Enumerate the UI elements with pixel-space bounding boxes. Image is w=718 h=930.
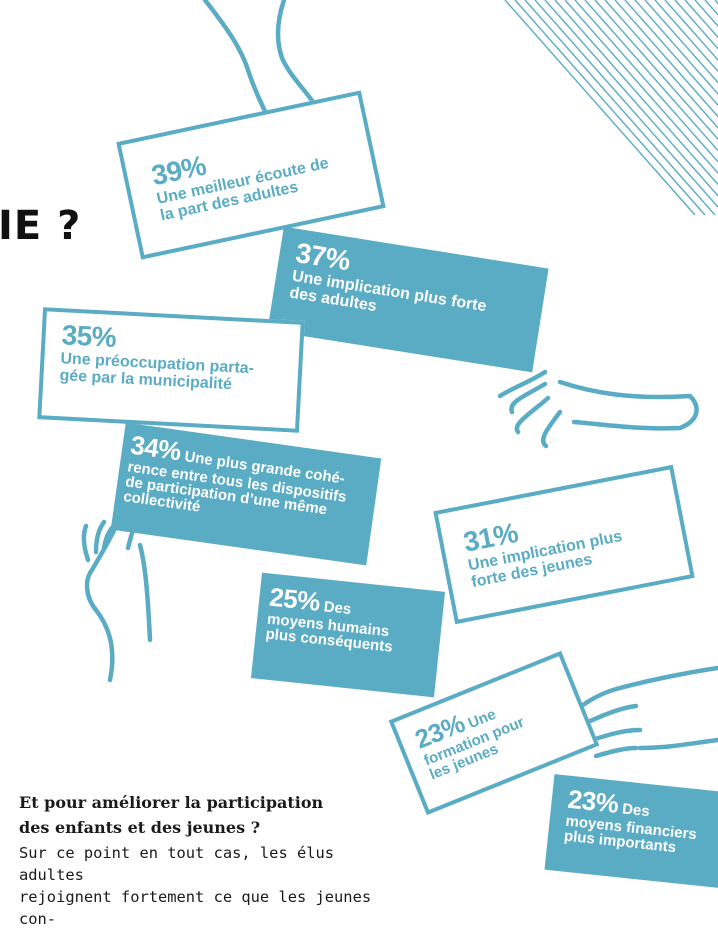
stripe-line <box>514 0 706 216</box>
paragraph-line: rejoignent fortement ce que les jeunes c… <box>19 888 372 928</box>
section-heading: Et pour améliorer la participation des e… <box>19 790 389 840</box>
stat-label-line: Des <box>322 598 353 619</box>
body-text-block: Et pour améliorer la participation des e… <box>19 790 389 930</box>
stripe-line <box>614 0 718 118</box>
stripe-line <box>554 0 718 186</box>
diagonal-stripes-decoration <box>504 0 718 216</box>
stripe-line <box>674 0 718 50</box>
stripe-line <box>564 0 718 175</box>
heading-line: des enfants et des jeunes ? <box>19 818 261 837</box>
hand-right-23-icon <box>571 665 718 759</box>
stripe-line <box>634 0 718 95</box>
stat-card-25: 25% Des moyens humains plus conséquents <box>250 572 446 698</box>
stripe-line <box>524 0 716 216</box>
heading-line: Et pour améliorer la participation <box>19 793 324 812</box>
stat-card-23-moyens: 23% Des moyens financiers plus important… <box>544 774 718 888</box>
stripe-line <box>654 0 718 73</box>
hand-drawings <box>81 0 718 759</box>
stripe-line <box>534 0 718 209</box>
stripe-line <box>574 0 718 163</box>
body-paragraph: Sur ce point en tout cas, les élus adult… <box>19 842 389 930</box>
stripe-line <box>504 0 696 216</box>
stripe-line <box>644 0 718 84</box>
paragraph-line: Sur ce point en tout cas, les élus adult… <box>19 844 335 884</box>
stripe-line <box>544 0 718 197</box>
page-title-fragment: IE ? <box>0 203 82 249</box>
stripe-line <box>594 0 718 141</box>
stripe-line <box>584 0 718 152</box>
hand-right-37-icon <box>497 369 699 449</box>
stat-card-35: 35% Une préoccupation parta- gée par la … <box>37 307 305 433</box>
stat-label-line: Des <box>621 800 651 821</box>
hand-left-34-icon <box>81 519 153 683</box>
stripe-line <box>664 0 718 62</box>
stripe-line <box>604 0 718 129</box>
stripe-line <box>684 0 718 39</box>
stripe-line <box>624 0 718 107</box>
